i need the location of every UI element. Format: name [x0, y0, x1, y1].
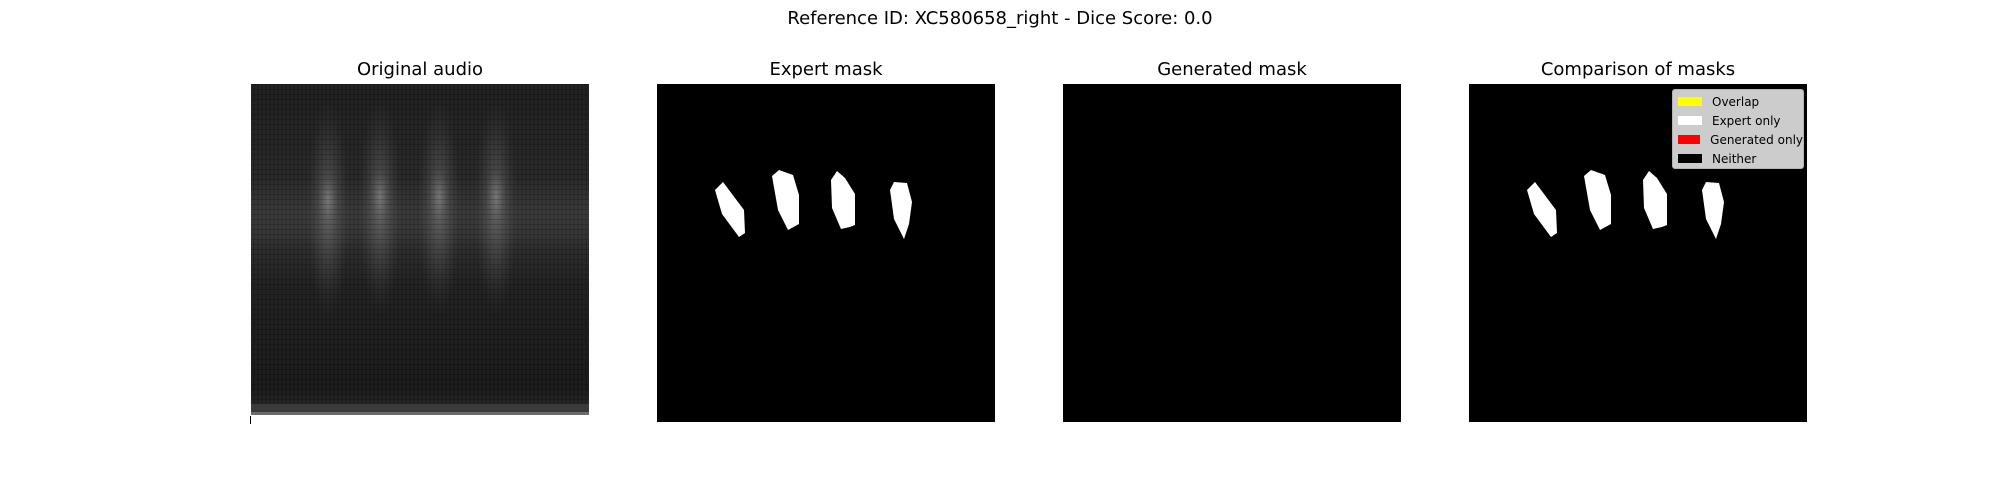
expert-mask-region	[715, 182, 745, 237]
expert-only-region	[1584, 170, 1611, 230]
axis-tick	[250, 416, 251, 424]
expert-mask-panel	[657, 84, 995, 422]
legend-label: Neither	[1712, 151, 1757, 166]
figure-title: Reference ID: XC580658_right - Dice Scor…	[787, 8, 1213, 29]
spectrogram-panel	[251, 84, 589, 422]
generated-mask-panel	[1063, 84, 1401, 422]
expert-only-region	[1702, 182, 1724, 239]
spectrogram-image	[251, 84, 589, 422]
legend-label: Overlap	[1712, 94, 1760, 109]
expert-mask-region	[772, 170, 799, 230]
legend-item-overlap: Overlap	[1673, 92, 1803, 111]
comparison-image	[1527, 170, 1724, 239]
expert-mask-region	[890, 182, 912, 239]
expert-only-region	[1527, 182, 1557, 237]
legend-item-generated-only: Generated only	[1673, 130, 1803, 149]
legend-item-neither: Neither	[1673, 149, 1803, 168]
swatch-expert-only	[1678, 116, 1702, 125]
panel-title-comparison: Comparison of masks	[1540, 59, 1736, 80]
expert-mask-region	[831, 171, 855, 229]
legend-label: Expert only	[1712, 113, 1781, 128]
panel-title-generated-mask: Generated mask	[1157, 59, 1307, 80]
swatch-neither	[1678, 154, 1702, 163]
panel-title-original-audio: Original audio	[356, 59, 484, 80]
expert-mask-image	[715, 170, 912, 239]
legend-item-expert-only: Expert only	[1673, 111, 1803, 130]
expert-only-region	[1643, 171, 1667, 229]
panel-title-expert-mask: Expert mask	[769, 59, 883, 80]
comparison-legend: Overlap Expert only Generated only Neith…	[1672, 89, 1804, 169]
legend-label: Generated only	[1710, 132, 1803, 147]
swatch-overlap	[1678, 97, 1702, 106]
swatch-generated-only	[1678, 135, 1701, 144]
